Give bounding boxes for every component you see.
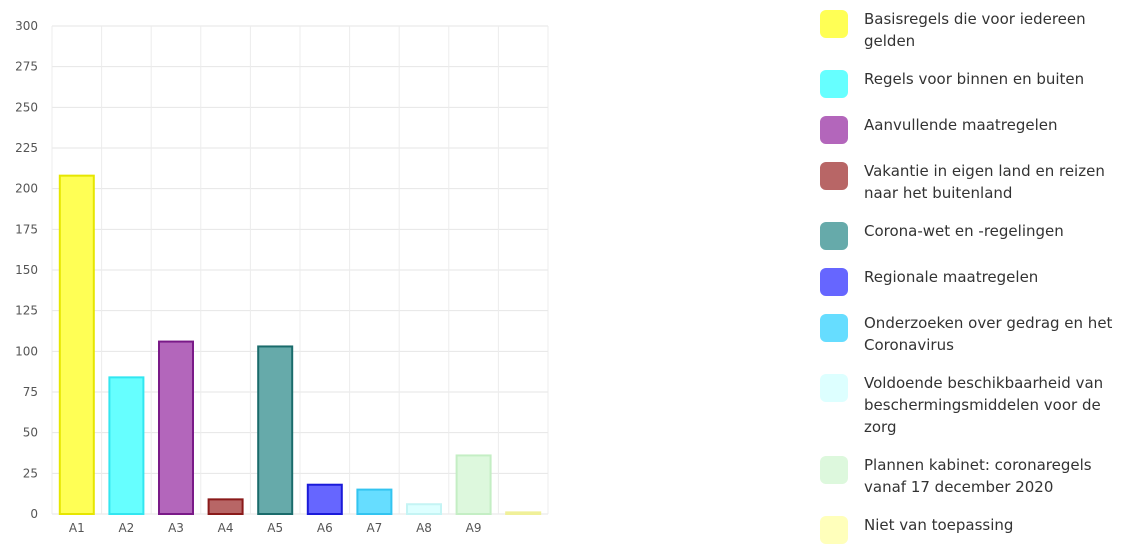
- legend-swatch: [820, 162, 848, 190]
- legend-label: Regionale maatregelen: [864, 268, 1039, 286]
- y-tick-label: 150: [15, 263, 38, 277]
- bar-A5: [257, 345, 294, 515]
- legend-label: Voldoende beschikbaarheid van beschermin…: [864, 374, 1104, 436]
- legend-item: Regionale maatregelen: [820, 266, 1120, 296]
- legend-item: Regels voor binnen en buiten: [820, 68, 1120, 98]
- bar-blank: [505, 511, 542, 516]
- bar-A6: [306, 483, 343, 516]
- legend-swatch: [820, 374, 848, 402]
- legend-item: Corona-wet en -regelingen: [820, 220, 1120, 250]
- legend-item: Aanvullende maatregelen: [820, 114, 1120, 144]
- legend-swatch: [820, 70, 848, 98]
- legend-label: Onderzoeken over gedrag en het Coronavir…: [864, 314, 1113, 354]
- legend-label: Corona-wet en -regelingen: [864, 222, 1064, 240]
- bar-A3: [158, 340, 194, 515]
- x-tick-label: A1: [69, 521, 85, 535]
- bar-A8: [406, 503, 442, 515]
- legend-label: Regels voor binnen en buiten: [864, 70, 1085, 88]
- y-tick-label: 200: [15, 182, 38, 196]
- legend-label: Aanvullende maatregelen: [864, 116, 1058, 134]
- bar-A4: [207, 498, 244, 515]
- y-tick-label: 125: [15, 304, 38, 318]
- x-tick-label: A7: [366, 521, 382, 535]
- bar-A9: [455, 454, 492, 516]
- legend-label: Plannen kabinet: coronaregels vanaf 17 d…: [864, 456, 1092, 496]
- legend-swatch: [820, 116, 848, 144]
- y-tick-label: 25: [23, 466, 38, 480]
- legend-swatch: [820, 268, 848, 296]
- x-tick-label: A5: [267, 521, 283, 535]
- legend-swatch: [820, 314, 848, 342]
- legend-item: Onderzoeken over gedrag en het Coronavir…: [820, 312, 1120, 356]
- bar-A2: [108, 376, 145, 515]
- y-tick-label: 0: [30, 507, 38, 521]
- legend-swatch: [820, 10, 848, 38]
- legend-item: Basisregels die voor iedereen gelden: [820, 8, 1120, 52]
- y-axis-ticks: 0 25 50 75 100 125 150 175 200 225 250 275 300: [15, 19, 38, 521]
- legend-label: Niet van toepassing: [864, 516, 1014, 534]
- bar-A1: [58, 174, 95, 516]
- x-tick-label: A4: [218, 521, 234, 535]
- legend-swatch: [820, 222, 848, 250]
- bar-A7: [356, 488, 393, 516]
- legend-swatch: [820, 516, 848, 544]
- x-tick-label: A8: [416, 521, 432, 535]
- y-tick-label: 300: [15, 19, 38, 33]
- y-tick-label: 75: [23, 385, 38, 399]
- x-tick-label: A3: [168, 521, 184, 535]
- y-tick-label: 50: [23, 426, 38, 440]
- y-tick-label: 100: [15, 344, 38, 358]
- y-tick-label: 225: [15, 141, 38, 155]
- legend-item: Vakantie in eigen land en reizen naar he…: [820, 160, 1120, 204]
- y-tick-label: 250: [15, 100, 38, 114]
- chart-legend: Basisregels die voor iedereen gelden Rege…: [820, 8, 1120, 544]
- chart-grid: [51, 25, 549, 515]
- legend-item: Plannen kabinet: coronaregels vanaf 17 d…: [820, 454, 1120, 498]
- legend-label: Basisregels die voor iedereen gelden: [864, 10, 1086, 50]
- y-tick-label: 175: [15, 222, 38, 236]
- legend-item: Voldoende beschikbaarheid van beschermin…: [820, 372, 1120, 438]
- x-axis-ticks: A1 A2 A3 A4 A5 A6 A7 A8 A9: [69, 521, 482, 535]
- legend-item: Niet van toepassing: [820, 514, 1120, 544]
- legend-swatch: [820, 456, 848, 484]
- chart-bars: [58, 174, 542, 516]
- y-tick-label: 275: [15, 60, 38, 74]
- x-tick-label: A9: [466, 521, 482, 535]
- x-tick-label: A6: [317, 521, 333, 535]
- x-tick-label: A2: [118, 521, 134, 535]
- legend-label: Vakantie in eigen land en reizen naar he…: [864, 162, 1105, 202]
